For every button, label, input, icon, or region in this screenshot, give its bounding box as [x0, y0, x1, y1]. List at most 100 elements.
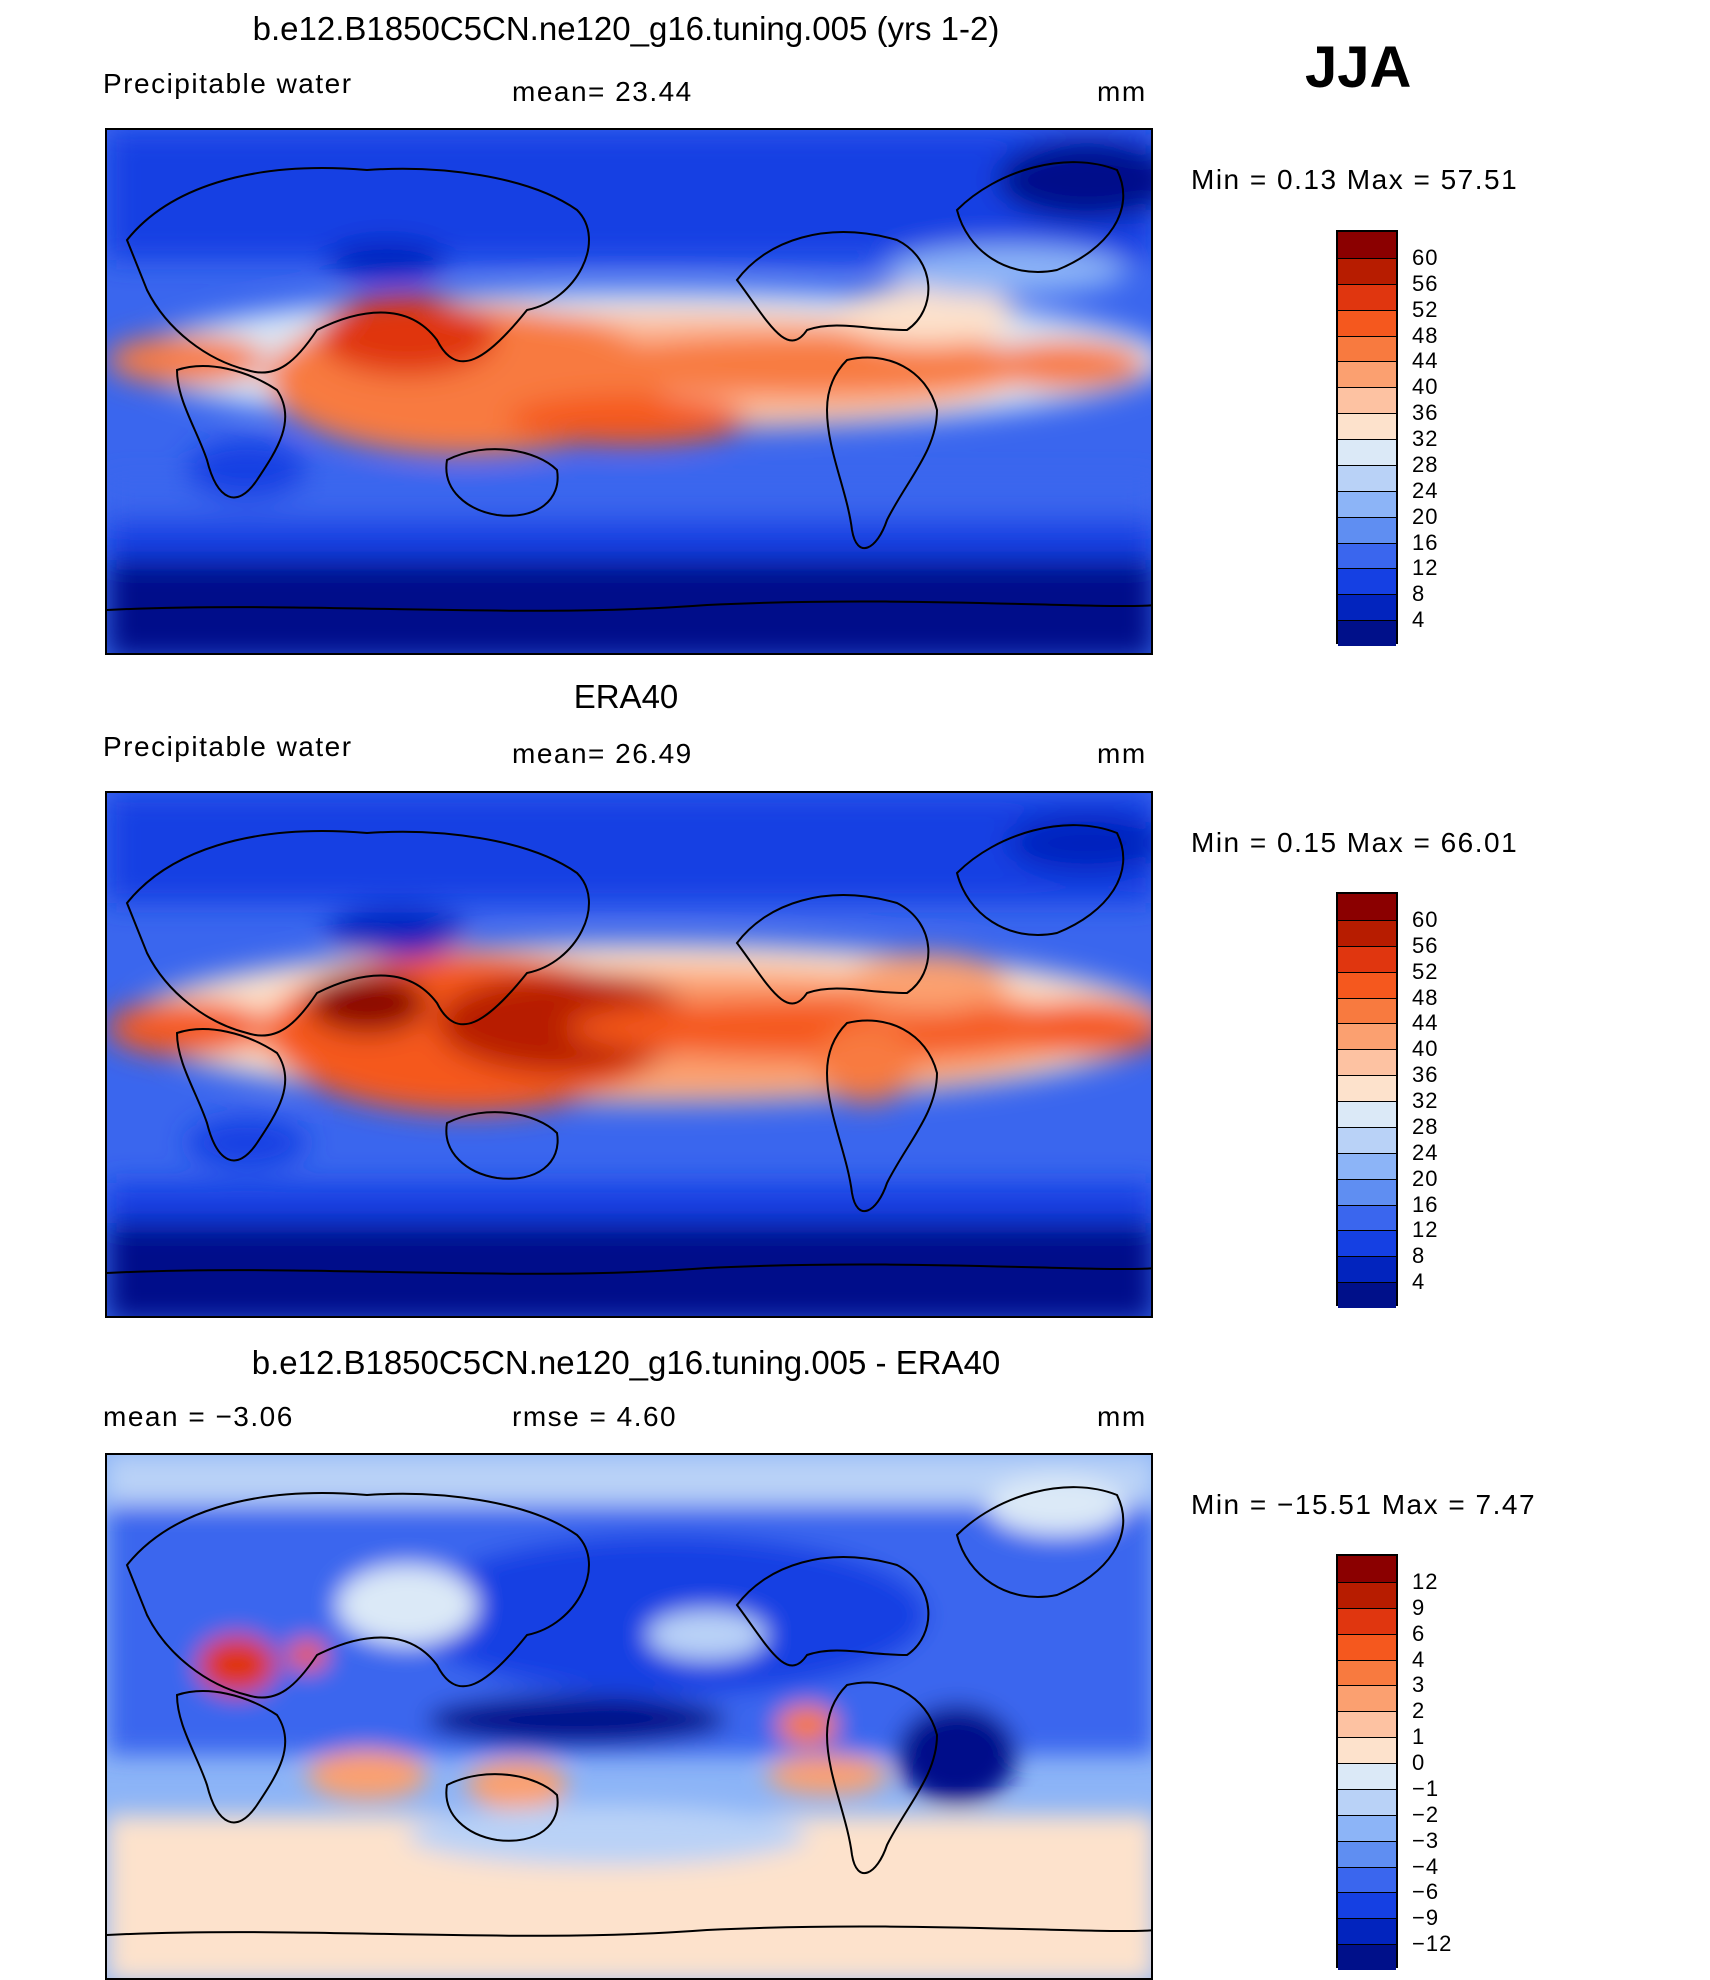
- colorbar-swatch: [1338, 1711, 1396, 1738]
- colorbar-swatch: [1338, 894, 1396, 920]
- season-label: JJA: [1305, 35, 1412, 100]
- colorbar-swatch: [1338, 516, 1396, 543]
- colorbar-tick-label: 4: [1412, 1646, 1426, 1672]
- colorbar-swatch: [1338, 309, 1396, 336]
- colorbar-swatch: [1338, 335, 1396, 362]
- colorbar-swatch: [1338, 1023, 1396, 1050]
- colorbar-swatch: [1338, 1737, 1396, 1763]
- colorbar-tick-label: 9: [1412, 1594, 1426, 1620]
- mean-value: mean = −3.06: [103, 1401, 294, 1432]
- colorbar-swatch: [1338, 439, 1396, 465]
- colorbar: 60 56 52 48 44 40 36 32 28 24 20 16 12 8 4: [1336, 230, 1437, 646]
- colorbar-tick-label: 40: [1412, 1036, 1439, 1062]
- colorbar-tick-label: −6: [1412, 1879, 1440, 1905]
- min-max-readout: Min = −15.51 Max = 7.47: [1191, 1489, 1537, 1520]
- contour-map: [107, 793, 1151, 1316]
- colorbar-swatch: [1338, 1152, 1396, 1179]
- variable-label: Precipitable water: [103, 731, 353, 762]
- colorbar-tick-label: 28: [1412, 451, 1439, 477]
- colorbar-tick-label: −3: [1412, 1827, 1440, 1853]
- colorbar: 12 9 6 4 3 2 1 0 −1 −2 −3 −4 −6 −9 −12: [1336, 1554, 1451, 1970]
- colorbar-tick-label: 48: [1412, 322, 1439, 348]
- colorbar-tick-label: 4: [1412, 607, 1426, 633]
- colorbar-swatch: [1338, 971, 1396, 998]
- mean-value: mean= 26.49: [512, 738, 693, 769]
- colorbar-tick-label: 16: [1412, 529, 1439, 555]
- colorbar-tick-label: 40: [1412, 374, 1439, 400]
- colorbar-tick-label: 60: [1412, 244, 1439, 270]
- colorbar-tick-label: 8: [1412, 581, 1426, 607]
- colorbar-swatch: [1338, 919, 1396, 946]
- colorbar-tick-label: 20: [1412, 503, 1439, 529]
- colorbar-tick-label: 60: [1412, 906, 1439, 932]
- colorbar-swatch: [1338, 568, 1396, 595]
- colorbar-swatch: [1338, 1944, 1396, 1970]
- colorbar-tick-label: −12: [1412, 1931, 1453, 1957]
- colorbar-tick-label: 52: [1412, 296, 1439, 322]
- colorbar-swatch: [1338, 1788, 1396, 1815]
- colorbar-swatch: [1338, 1204, 1396, 1231]
- colorbar-swatch: [1338, 620, 1396, 646]
- colorbar-tick-label: 12: [1412, 555, 1439, 581]
- colorbar-tick-label: 6: [1412, 1620, 1426, 1646]
- colorbar-swatch: [1338, 1178, 1396, 1205]
- colorbar-swatch: [1338, 1101, 1396, 1127]
- unit-label: mm: [1097, 1401, 1147, 1432]
- colorbar-tick-label: 56: [1412, 270, 1439, 296]
- colorbar-swatch: [1338, 283, 1396, 310]
- colorbar-swatch: [1338, 1256, 1396, 1283]
- map-panel: [105, 791, 1153, 1318]
- colorbar-swatch: [1338, 1918, 1396, 1945]
- colorbar-swatch: [1338, 1607, 1396, 1634]
- colorbar-swatch: [1338, 361, 1396, 388]
- colorbar-tick-label: −1: [1412, 1775, 1440, 1801]
- map-panel: [105, 1453, 1153, 1980]
- colorbar-tick-label: 36: [1412, 1062, 1439, 1088]
- colorbar-swatch: [1338, 1075, 1396, 1101]
- colorbar-tick-label: 0: [1412, 1750, 1426, 1775]
- colorbar-swatch: [1338, 1685, 1396, 1712]
- colorbar-swatch: [1338, 945, 1396, 972]
- colorbar-tick-label: 32: [1412, 426, 1439, 451]
- colorbar-tick-label: 48: [1412, 984, 1439, 1010]
- panel-title: b.e12.B1850C5CN.ne120_g16.tuning.005 - E…: [251, 1344, 1001, 1381]
- colorbar-swatch: [1338, 1230, 1396, 1257]
- colorbar-swatch: [1338, 464, 1396, 491]
- colorbar-swatch: [1338, 1892, 1396, 1919]
- colorbar-swatch: [1338, 1126, 1396, 1153]
- colorbar-swatch: [1338, 1763, 1396, 1789]
- colorbar-tick-label: 12: [1412, 1568, 1439, 1594]
- colorbar-tick-label: 3: [1412, 1672, 1426, 1698]
- unit-label: mm: [1097, 738, 1147, 769]
- colorbar-tick-label: −9: [1412, 1905, 1440, 1931]
- colorbar-tick-label: 24: [1412, 477, 1439, 503]
- colorbar-swatch: [1338, 1840, 1396, 1867]
- colorbar-swatch: [1338, 257, 1396, 284]
- colorbar-swatch: [1338, 1866, 1396, 1893]
- colorbar-swatch: [1338, 594, 1396, 621]
- min-max-readout: Min = 0.15 Max = 66.01: [1191, 827, 1519, 858]
- map-panel: [105, 128, 1153, 655]
- colorbar-tick-label: −4: [1412, 1853, 1440, 1879]
- colorbar-swatch: [1338, 387, 1396, 414]
- contour-map: [107, 130, 1151, 653]
- colorbar-swatch: [1338, 1581, 1396, 1608]
- min-max-readout: Min = 0.13 Max = 57.51: [1191, 164, 1519, 195]
- colorbar-tick-label: 52: [1412, 958, 1439, 984]
- colorbar-tick-label: 44: [1412, 348, 1439, 374]
- panel-title: ERA40: [573, 678, 679, 715]
- colorbar-swatch: [1338, 1049, 1396, 1076]
- colorbar-tick-label: 36: [1412, 400, 1439, 426]
- contour-map: [107, 1455, 1151, 1978]
- mean-value: mean= 23.44: [512, 76, 693, 107]
- colorbar-swatch: [1338, 490, 1396, 517]
- colorbar-tick-label: 2: [1412, 1698, 1426, 1724]
- colorbar-swatch: [1338, 232, 1396, 258]
- panel-title: b.e12.B1850C5CN.ne120_g16.tuning.005 (yr…: [252, 10, 1000, 47]
- colorbar-swatch: [1338, 1282, 1396, 1308]
- colorbar-tick-label: 1: [1412, 1724, 1426, 1750]
- colorbar-tick-label: 32: [1412, 1088, 1439, 1113]
- colorbar-tick-label: 20: [1412, 1165, 1439, 1191]
- colorbar-swatch: [1338, 542, 1396, 569]
- colorbar-swatch: [1338, 997, 1396, 1024]
